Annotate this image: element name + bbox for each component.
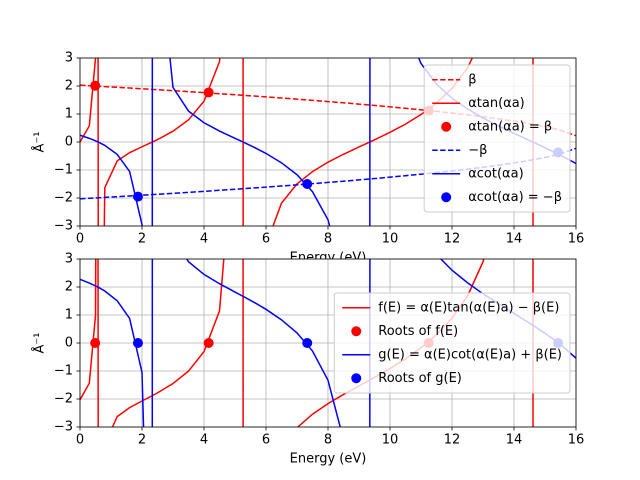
legend-label: g(E) = α(E)cot(α(E)a) + β(E) xyxy=(378,347,562,362)
x-tick-label: 8 xyxy=(324,232,332,247)
curve xyxy=(80,259,576,427)
legend-label: f(E) = α(E)tan(α(E)a) − β(E) xyxy=(378,300,559,315)
x-tick-label: 12 xyxy=(444,433,461,448)
legend-label: Roots of g(E) xyxy=(378,371,462,386)
legend-box xyxy=(333,292,571,394)
x-axis-label: Energy (eV) xyxy=(290,452,367,467)
x-tick-label: 14 xyxy=(506,433,523,448)
y-tick-label: −2 xyxy=(54,191,73,206)
curve xyxy=(80,58,534,226)
legend-box xyxy=(423,64,571,213)
axes-frame xyxy=(79,258,577,428)
legend-label: αcot(αa) = −β xyxy=(468,190,562,205)
x-tick-label: 0 xyxy=(76,232,84,247)
root-marker xyxy=(203,87,214,98)
y-tick-label: −1 xyxy=(54,163,73,178)
legend-marker xyxy=(441,121,452,132)
legend-label: αcot(αa) xyxy=(468,166,523,181)
x-tick-label: 12 xyxy=(444,232,461,247)
axes-frame xyxy=(79,57,577,227)
y-tick-label: 2 xyxy=(65,79,73,94)
root-marker xyxy=(203,338,214,348)
legend-label: αtan(αa) xyxy=(468,96,525,111)
x-tick-label: 0 xyxy=(76,433,84,448)
x-tick-label: 4 xyxy=(200,232,208,247)
x-tick-label: 16 xyxy=(568,232,585,247)
y-tick-label: 1 xyxy=(65,308,73,323)
y-tick-label: 2 xyxy=(65,280,73,295)
y-tick-label: 1 xyxy=(65,107,73,122)
y-tick-label: 0 xyxy=(65,336,73,351)
x-tick-label: 8 xyxy=(324,433,332,448)
legend-label: β xyxy=(468,72,476,87)
root-marker xyxy=(302,179,313,189)
legend: β αtan(αa) αtan(αa) = β −β αcot(αa) αcot(αa) … xyxy=(423,64,571,213)
root-marker xyxy=(302,338,313,348)
legend: f(E) = α(E)tan(α(E)a) − β(E) Roots of f(E… xyxy=(333,292,571,394)
x-tick-label: 2 xyxy=(138,232,146,247)
legend-label: Roots of f(E) xyxy=(378,324,458,339)
y-tick-label: −3 xyxy=(54,219,73,234)
legend-label: αtan(αa) = β xyxy=(468,119,552,134)
legend-marker xyxy=(351,326,362,337)
y-tick-label: 3 xyxy=(65,51,73,66)
legend-label: −β xyxy=(468,143,487,158)
x-tick-label: 10 xyxy=(382,232,399,247)
y-tick-label: −2 xyxy=(54,392,73,407)
root-marker xyxy=(90,338,101,348)
x-tick-label: 4 xyxy=(200,433,208,448)
y-tick-label: 0 xyxy=(65,135,73,150)
y-tick-label: −3 xyxy=(54,420,73,435)
root-marker xyxy=(132,191,143,202)
x-tick-label: 6 xyxy=(262,433,270,448)
legend-marker xyxy=(351,373,362,384)
y-tick-label: −1 xyxy=(54,364,73,379)
x-tick-label: 2 xyxy=(138,433,146,448)
root-marker xyxy=(90,80,101,91)
y-axis-label: Å⁻¹ xyxy=(32,333,48,354)
x-tick-label: 6 xyxy=(262,232,270,247)
root-marker xyxy=(132,338,143,348)
x-tick-label: 10 xyxy=(382,433,399,448)
curve xyxy=(80,259,534,427)
y-axis-label: Å⁻¹ xyxy=(32,132,48,153)
x-tick-label: 16 xyxy=(568,433,585,448)
y-tick-label: 3 xyxy=(65,252,73,267)
x-tick-label: 14 xyxy=(506,232,523,247)
legend-marker xyxy=(441,192,452,203)
